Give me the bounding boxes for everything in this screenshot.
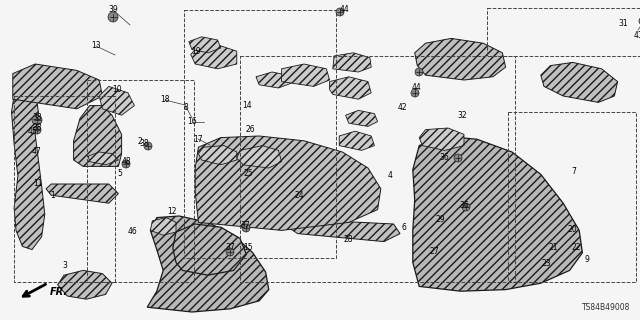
Text: 28: 28 bbox=[343, 236, 353, 244]
Circle shape bbox=[454, 154, 462, 162]
Text: 27: 27 bbox=[429, 247, 439, 257]
Text: FR.: FR. bbox=[50, 287, 68, 297]
Circle shape bbox=[122, 160, 130, 168]
Circle shape bbox=[336, 8, 344, 16]
Circle shape bbox=[144, 142, 152, 150]
Polygon shape bbox=[333, 53, 371, 72]
Circle shape bbox=[242, 224, 250, 232]
Text: 37: 37 bbox=[225, 244, 235, 252]
Bar bbox=[14, 96, 115, 282]
Text: 17: 17 bbox=[193, 134, 203, 143]
Bar bbox=[240, 56, 515, 282]
Text: 13: 13 bbox=[91, 42, 101, 51]
Polygon shape bbox=[99, 86, 134, 115]
Polygon shape bbox=[13, 64, 102, 109]
Polygon shape bbox=[346, 110, 378, 126]
Polygon shape bbox=[173, 224, 246, 275]
Text: 23: 23 bbox=[541, 259, 551, 268]
Text: 38: 38 bbox=[32, 123, 42, 132]
Circle shape bbox=[226, 248, 234, 256]
Polygon shape bbox=[256, 72, 291, 88]
Text: 36: 36 bbox=[439, 153, 449, 162]
Text: 41: 41 bbox=[633, 31, 640, 41]
Bar bbox=[508, 112, 636, 282]
Circle shape bbox=[33, 126, 41, 134]
Polygon shape bbox=[419, 128, 464, 150]
Polygon shape bbox=[147, 216, 269, 312]
Text: 1: 1 bbox=[51, 191, 56, 201]
Text: 32: 32 bbox=[457, 111, 467, 121]
Polygon shape bbox=[46, 184, 118, 203]
Circle shape bbox=[108, 12, 118, 22]
Text: 44: 44 bbox=[340, 5, 350, 14]
Text: 6: 6 bbox=[401, 222, 406, 231]
Polygon shape bbox=[282, 64, 330, 86]
Text: 48: 48 bbox=[121, 157, 131, 166]
Text: 37: 37 bbox=[240, 221, 250, 230]
Text: 4: 4 bbox=[388, 171, 392, 180]
Text: 38: 38 bbox=[139, 140, 149, 148]
Text: 22: 22 bbox=[572, 243, 580, 252]
Polygon shape bbox=[150, 218, 176, 235]
Polygon shape bbox=[88, 152, 118, 165]
Text: 20: 20 bbox=[567, 226, 577, 235]
Text: 45: 45 bbox=[27, 127, 37, 137]
Polygon shape bbox=[339, 131, 374, 150]
Bar bbox=[87, 80, 194, 282]
Text: 21: 21 bbox=[548, 244, 557, 252]
Text: 39: 39 bbox=[108, 5, 118, 14]
Circle shape bbox=[411, 89, 419, 97]
Text: 9: 9 bbox=[584, 254, 589, 263]
Text: 47: 47 bbox=[31, 148, 41, 156]
Text: 38: 38 bbox=[32, 114, 42, 123]
Text: 26: 26 bbox=[245, 125, 255, 134]
Text: TS84B49008: TS84B49008 bbox=[582, 303, 630, 312]
Text: 31: 31 bbox=[618, 20, 628, 28]
Text: 42: 42 bbox=[397, 103, 407, 113]
Polygon shape bbox=[330, 77, 371, 99]
Bar bbox=[184, 10, 336, 258]
Polygon shape bbox=[237, 146, 282, 168]
Text: 44: 44 bbox=[411, 84, 421, 92]
Polygon shape bbox=[195, 136, 381, 230]
Polygon shape bbox=[415, 38, 506, 80]
Text: 10: 10 bbox=[112, 85, 122, 94]
Polygon shape bbox=[12, 77, 45, 250]
Text: 19: 19 bbox=[191, 47, 201, 57]
Text: 36: 36 bbox=[459, 201, 469, 210]
Polygon shape bbox=[58, 270, 112, 299]
Bar bbox=[487, 8, 640, 56]
Text: 7: 7 bbox=[572, 167, 577, 177]
Text: 18: 18 bbox=[160, 95, 170, 105]
Text: 12: 12 bbox=[167, 207, 177, 217]
Polygon shape bbox=[413, 136, 582, 291]
Text: 46: 46 bbox=[128, 228, 138, 236]
Polygon shape bbox=[541, 62, 618, 102]
Text: 15: 15 bbox=[243, 243, 253, 252]
Text: 14: 14 bbox=[242, 100, 252, 109]
Circle shape bbox=[415, 68, 423, 76]
Text: 2: 2 bbox=[138, 138, 142, 147]
Text: 29: 29 bbox=[435, 215, 445, 225]
Circle shape bbox=[462, 203, 470, 211]
Polygon shape bbox=[198, 146, 237, 165]
Circle shape bbox=[32, 115, 42, 125]
Polygon shape bbox=[191, 45, 237, 69]
Text: 3: 3 bbox=[63, 260, 67, 269]
Circle shape bbox=[639, 17, 640, 25]
Polygon shape bbox=[189, 37, 221, 53]
Text: 25: 25 bbox=[243, 170, 253, 179]
Text: 5: 5 bbox=[118, 170, 122, 179]
Text: 24: 24 bbox=[294, 191, 304, 201]
Polygon shape bbox=[74, 106, 122, 166]
Text: 8: 8 bbox=[184, 102, 188, 111]
Text: 16: 16 bbox=[187, 117, 197, 126]
Text: 11: 11 bbox=[33, 180, 43, 188]
Polygon shape bbox=[288, 219, 400, 242]
